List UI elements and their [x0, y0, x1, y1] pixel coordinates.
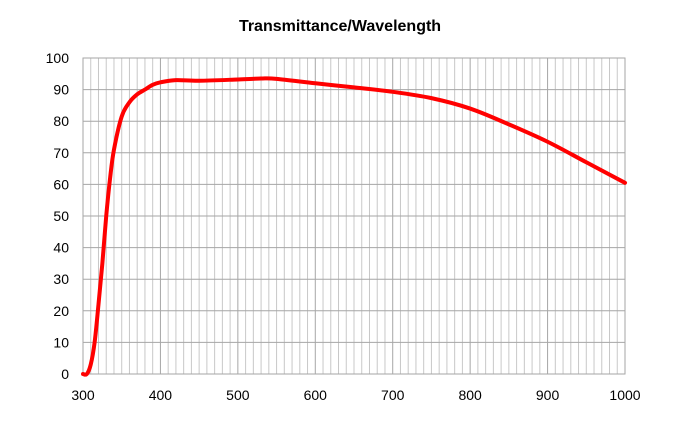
y-tick-label: 90: [53, 82, 69, 98]
x-tick-label: 300: [71, 387, 95, 403]
transmittance-line: [81, 76, 627, 377]
x-tick-label: 500: [226, 387, 250, 403]
y-tick-label: 50: [53, 208, 69, 224]
x-tick-label: 600: [304, 387, 328, 403]
y-tick-label: 100: [46, 50, 70, 66]
y-tick-label: 80: [53, 113, 69, 129]
y-tick-label: 30: [53, 271, 69, 287]
y-tick-label: 0: [61, 366, 69, 382]
x-tick-label: 400: [149, 387, 173, 403]
x-tick-label: 800: [458, 387, 482, 403]
x-tick-label: 700: [381, 387, 405, 403]
plot-border: [82, 57, 626, 375]
x-tick-label: 900: [536, 387, 560, 403]
y-tick-label: 40: [53, 240, 69, 256]
y-tick-label: 10: [53, 334, 69, 350]
x-tick-label: 1000: [609, 387, 640, 403]
y-tick-label: 60: [53, 176, 69, 192]
y-tick-label: 70: [53, 145, 69, 161]
y-tick-label: 20: [53, 303, 69, 319]
chart-title: Transmittance/Wavelength: [238, 18, 442, 35]
